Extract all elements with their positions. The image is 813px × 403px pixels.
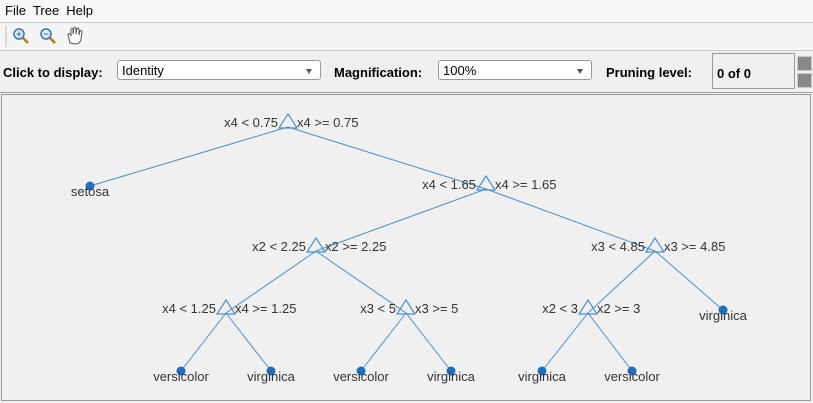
display-label: Click to display: [3, 65, 103, 80]
leaf-label: versicolor [604, 369, 660, 384]
split-node [644, 236, 666, 253]
toolbar-icons [5, 26, 83, 47]
menu-bar: File Tree Help [0, 0, 813, 23]
split-right-label: x4 >= 1.25 [235, 301, 296, 316]
split-right-label: x2 >= 2.25 [325, 239, 386, 254]
leaf-label: virginica [518, 369, 566, 384]
split-right-label: x3 >= 4.85 [664, 239, 725, 254]
split-left-label: x3 < 5 [360, 301, 396, 316]
split-left-label: x4 < 0.75 [224, 115, 278, 130]
split-node [305, 236, 327, 253]
tree-edge [287, 126, 487, 190]
split-right-label: x3 >= 5 [415, 301, 458, 316]
tree-edge [587, 312, 633, 372]
split-node [215, 298, 237, 315]
tree-edge [180, 312, 227, 372]
prune-down[interactable] [797, 73, 812, 88]
tree-panel: x4 < 0.75 x4 >= 0.75 setosa x4 < 1.65 x4 >= … [1, 94, 811, 401]
split-node [577, 298, 599, 315]
toolbar [0, 23, 813, 51]
split-right-label: x4 >= 1.65 [495, 177, 556, 192]
leaf-node [537, 366, 547, 376]
zoom-in-button[interactable] [13, 28, 29, 44]
split-left-label: x3 < 4.85 [591, 239, 645, 254]
magnification-dropdown[interactable]: 100% [438, 60, 592, 80]
leaf-label: virginica [699, 308, 747, 323]
tree-edge [225, 250, 317, 314]
tree-edge [89, 126, 289, 187]
split-left-label: x2 < 2.25 [252, 239, 306, 254]
split-node [475, 174, 497, 191]
tree-edge [587, 250, 656, 314]
pruning-label: Pruning level: [606, 65, 692, 80]
menu-item[interactable]: File [5, 3, 26, 18]
tree-diagram: x4 < 0.75 x4 >= 0.75 setosa x4 < 1.65 x4 >= … [71, 112, 748, 384]
leaf-label: versicolor [333, 369, 389, 384]
leaf-label: setosa [71, 184, 110, 199]
leaf-node [176, 366, 186, 376]
tree-edge [225, 312, 272, 372]
prune-up[interactable] [797, 56, 812, 71]
display-dropdown[interactable]: Identity [117, 60, 321, 80]
leaf-node [85, 181, 95, 191]
split-left-label: x4 < 1.65 [422, 177, 476, 192]
control-panel: Click to display: Identity Magnification… [0, 51, 813, 93]
split-right-label: x2 >= 3 [597, 301, 640, 316]
leaf-label: versicolor [153, 369, 209, 384]
menu-item[interactable]: Help [66, 3, 93, 18]
pruning-level: 0 of 0 [712, 53, 795, 89]
tree-edge [315, 250, 407, 314]
split-left-label: x4 < 1.25 [162, 301, 216, 316]
tree-edge [654, 250, 724, 311]
leaf-node [356, 366, 366, 376]
split-left-label: x2 < 3 [542, 301, 578, 316]
tree-edge [405, 312, 452, 372]
split-right-label: x4 >= 0.75 [297, 115, 358, 130]
pan-button[interactable] [67, 26, 83, 45]
tree-edge [315, 188, 487, 252]
leaf-label: virginica [247, 369, 295, 384]
leaf-node [266, 366, 276, 376]
tree-edge [360, 312, 407, 372]
magnification-label: Magnification: [334, 65, 423, 80]
split-node [277, 112, 299, 129]
leaf-node [446, 366, 456, 376]
leaf-node [718, 305, 728, 315]
menu-item[interactable]: Tree [32, 3, 60, 18]
zoom-out-button[interactable] [40, 28, 56, 44]
tree-edge [485, 188, 656, 252]
leaf-label: virginica [427, 369, 475, 384]
leaf-node [627, 366, 637, 376]
tree-edge [541, 312, 589, 372]
split-node [395, 298, 417, 315]
